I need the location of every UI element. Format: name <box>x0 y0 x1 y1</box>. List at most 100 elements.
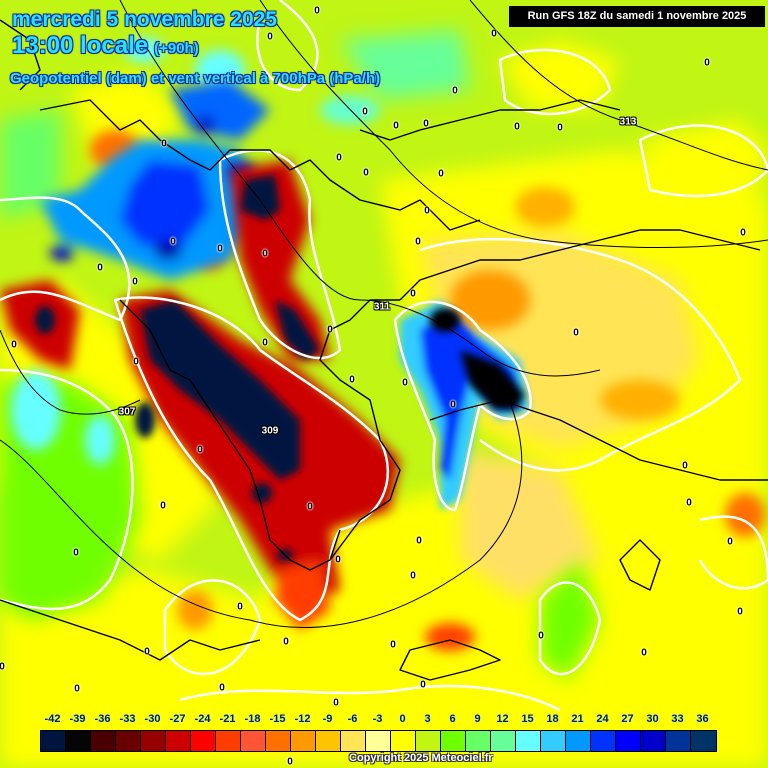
legend-swatch <box>666 731 691 751</box>
legend-tick: 27 <box>621 713 634 725</box>
legend-tick: -9 <box>322 713 333 725</box>
field-cyan <box>11 38 380 465</box>
zero-contour-label: 0 <box>11 339 17 351</box>
legend-tick: -33 <box>119 713 136 725</box>
zero-contour-label: 0 <box>423 118 429 130</box>
forecast-time-value: 13:00 locale <box>12 32 149 59</box>
zero-contour-label: 0 <box>144 646 150 658</box>
geopotential-label: 307 <box>118 406 136 418</box>
legend-swatch <box>166 731 191 751</box>
legend-swatch <box>566 731 591 751</box>
forecast-date: mercredi 5 novembre 2025 <box>12 8 277 31</box>
legend-tick: -15 <box>269 713 286 725</box>
legend-swatch <box>416 731 441 751</box>
legend-tick: 24 <box>596 713 609 725</box>
legend-tick: 30 <box>646 713 659 725</box>
legend-tick: 6 <box>449 713 456 725</box>
zero-contour-label: 0 <box>349 374 355 386</box>
legend-tick: -39 <box>69 713 86 725</box>
legend-swatch <box>641 731 666 751</box>
variable-title: Geopotentiel (dam) et vent vertical à 70… <box>10 70 381 87</box>
legend-swatch <box>516 731 541 751</box>
zero-contour-label: 0 <box>217 243 223 255</box>
legend-tick: -24 <box>194 713 211 725</box>
zero-contour-label: 0 <box>402 377 408 389</box>
zero-contour-label: 0 <box>262 337 268 349</box>
zero-contour-label: 0 <box>74 683 80 695</box>
legend-swatch <box>591 731 616 751</box>
zero-contour-label: 0 <box>390 639 396 651</box>
copyright: Copyright 2025 Meteociel.fr <box>349 752 493 764</box>
zero-contour-label: 0 <box>0 661 5 673</box>
legend-swatch <box>541 731 566 751</box>
legend-swatch <box>466 731 491 751</box>
geopotential-label: 313 <box>619 116 637 128</box>
legend-swatch <box>616 731 641 751</box>
forecast-time: 13:00 locale (+90h) <box>12 32 199 60</box>
zero-contour-label: 0 <box>557 122 563 134</box>
zero-contour-label: 0 <box>538 630 544 642</box>
legend-swatch <box>116 731 141 751</box>
zero-contour-label: 0 <box>363 167 369 179</box>
zero-contour-label: 0 <box>573 327 579 339</box>
legend-swatch <box>441 731 466 751</box>
legend-tick: 12 <box>496 713 509 725</box>
legend-swatch <box>216 731 241 751</box>
legend-tick: -42 <box>44 713 61 725</box>
zero-contour-label: 0 <box>452 85 458 97</box>
zero-contour-label: 0 <box>727 536 733 548</box>
zero-contour-label: 0 <box>132 276 138 288</box>
zero-contour-label: 0 <box>314 5 320 17</box>
legend-tick: -12 <box>294 713 311 725</box>
legend-tick: -3 <box>372 713 383 725</box>
legend-tick-labels: -42 -39 -36 -33 -30 -27 -24 -21 -18 -15 -12 -9 -6 -3 0… <box>40 713 740 727</box>
legend-swatch <box>291 731 316 751</box>
zero-contour-label: 0 <box>161 138 167 150</box>
field-blue-north <box>40 80 270 280</box>
legend-swatch <box>191 731 216 751</box>
geopotential-label: 309 <box>261 425 279 437</box>
field-dark-band <box>35 175 320 561</box>
legend-swatch <box>391 731 416 751</box>
legend-swatch <box>241 731 266 751</box>
zero-contour-label: 0 <box>682 460 688 472</box>
zero-contour-label: 0 <box>73 547 79 559</box>
legend-swatch <box>66 731 91 751</box>
zero-contour-label: 0 <box>424 205 430 217</box>
legend-swatch <box>316 731 341 751</box>
zero-contour-label: 0 <box>704 57 710 69</box>
legend-swatch <box>266 731 291 751</box>
zero-contour-label: 0 <box>393 120 399 132</box>
zero-contour-label: 0 <box>641 647 647 659</box>
forecast-lead: (+90h) <box>154 40 199 57</box>
zero-contour-label: 0 <box>416 535 422 547</box>
legend-swatch <box>91 731 116 751</box>
legend-tick: -30 <box>144 713 161 725</box>
zero-contour-label: 0 <box>327 324 333 336</box>
zero-contour-label: 0 <box>420 679 426 691</box>
legend-tick: 18 <box>546 713 559 725</box>
legend-swatch <box>41 731 66 751</box>
zero-contour-label: 0 <box>267 31 273 43</box>
zero-contours <box>0 0 768 712</box>
zero-contour-label: 0 <box>336 152 342 164</box>
zero-contour-label: 0 <box>97 262 103 274</box>
legend-swatch <box>691 731 716 751</box>
field-black-east <box>430 308 525 410</box>
legend-tick: 21 <box>571 713 584 725</box>
run-banner: Run GFS 18Z du samedi 1 novembre 2025 <box>509 6 765 27</box>
legend-tick: -21 <box>219 713 236 725</box>
legend-swatch <box>366 731 391 751</box>
legend-tick: 15 <box>521 713 534 725</box>
legend-tick: 3 <box>424 713 431 725</box>
legend-swatch <box>491 731 516 751</box>
zero-contour-label: 0 <box>737 606 743 618</box>
zero-contour-label: 0 <box>491 28 497 40</box>
zero-contour-label: 0 <box>333 697 339 709</box>
color-legend <box>40 730 717 752</box>
zero-contour-label: 0 <box>170 236 176 248</box>
legend-tick: -6 <box>347 713 358 725</box>
legend-tick: -27 <box>169 713 186 725</box>
zero-contour-label: 0 <box>410 570 416 582</box>
legend-tick: 9 <box>474 713 481 725</box>
